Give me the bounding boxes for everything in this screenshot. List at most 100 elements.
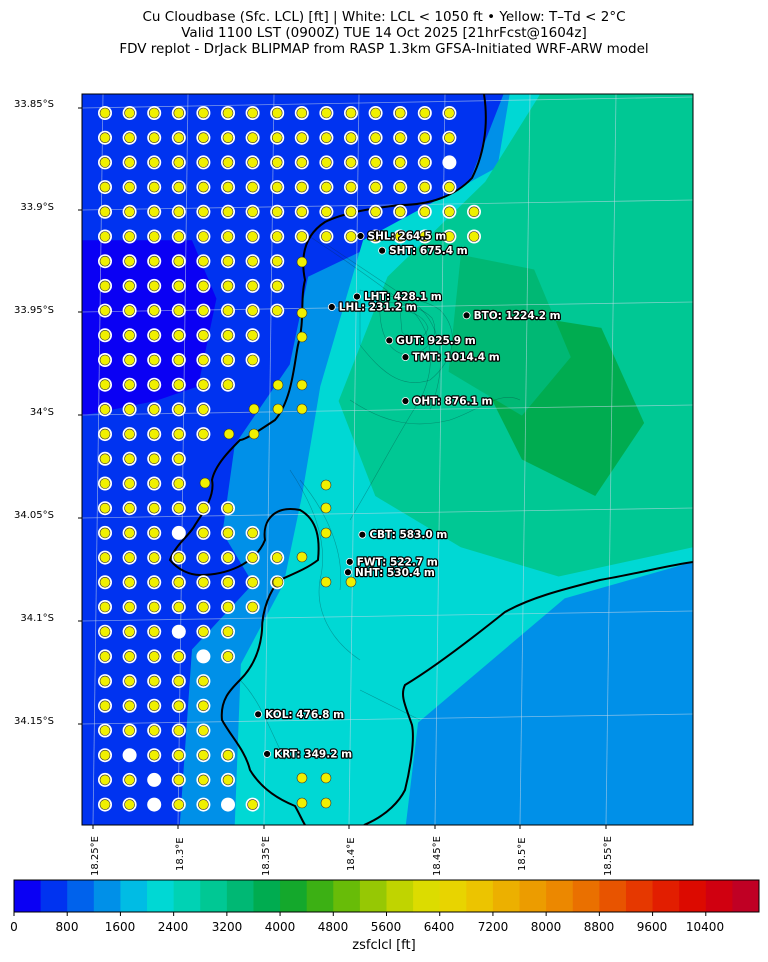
dewpoint-spread-marker bbox=[222, 132, 234, 143]
dewpoint-spread-marker bbox=[173, 379, 185, 391]
dewpoint-spread-marker bbox=[148, 379, 160, 391]
map-plot-area: SHL: 264.5 m SHT: 675.4 m LHT: 428.1 mLHL:… bbox=[82, 94, 693, 825]
dewpoint-spread-marker bbox=[173, 206, 185, 218]
dewpoint-spread-marker bbox=[124, 354, 135, 366]
lon-label: 18.5°E bbox=[517, 837, 528, 871]
dewpoint-spread-marker bbox=[222, 255, 234, 267]
dewpoint-spread-marker bbox=[173, 329, 185, 341]
dewpoint-spread-marker bbox=[247, 601, 258, 613]
dewpoint-spread-marker bbox=[124, 601, 135, 613]
dewpoint-spread-marker bbox=[444, 107, 455, 119]
dewpoint-spread-marker bbox=[321, 107, 332, 119]
colorbar-cell bbox=[599, 880, 627, 912]
dewpoint-spread-marker bbox=[370, 157, 381, 168]
dewpoint-spread-marker bbox=[370, 231, 381, 242]
dewpoint-spread-marker bbox=[173, 576, 185, 588]
dewpoint-spread-marker bbox=[198, 527, 209, 539]
stations-layer: SHL: 264.5 m SHT: 675.4 m LHT: 428.1 mLHL:… bbox=[254, 229, 562, 762]
dewpoint-spread-marker bbox=[394, 107, 406, 119]
lon-label: 18.3°E bbox=[175, 837, 186, 871]
dewpoint-spread-marker bbox=[370, 206, 381, 218]
dewpoint-spread-marker bbox=[124, 651, 135, 662]
dewpoint-spread-marker bbox=[419, 107, 431, 119]
dewpoint-spread-marker bbox=[148, 502, 160, 514]
dewpoint-spread-marker bbox=[124, 478, 135, 489]
colorbar-tick-label: 1600 bbox=[104, 920, 136, 934]
dewpoint-spread-marker bbox=[148, 749, 160, 761]
graticule-lat bbox=[82, 96, 693, 109]
dewpoint-spread-marker bbox=[345, 107, 357, 119]
dewpoint-spread-marker bbox=[222, 626, 234, 638]
dewpoint-spread-marker bbox=[321, 181, 332, 193]
colorbar-cell bbox=[280, 880, 308, 912]
dewpoint-spread-marker bbox=[394, 231, 406, 242]
dewpoint-spread-marker bbox=[99, 379, 111, 391]
dewpoint-spread-marker bbox=[222, 157, 234, 168]
station-tmt-marker bbox=[401, 353, 410, 362]
dewpoint-spread-marker bbox=[394, 206, 406, 218]
dewpoint-spread-marker bbox=[124, 552, 135, 563]
dewpoint-spread-marker bbox=[222, 601, 234, 613]
colorbar-tick-label: 7200 bbox=[477, 920, 509, 934]
dewpoint-spread-marker bbox=[271, 255, 283, 267]
dewpoint-spread-marker bbox=[222, 576, 234, 588]
dewpoint-spread-marker bbox=[248, 428, 260, 440]
dewpoint-spread-marker bbox=[124, 404, 135, 415]
dewpoint-spread-marker bbox=[198, 700, 209, 712]
lcl-low-marker bbox=[147, 772, 162, 787]
dewpoint-spread-marker bbox=[345, 157, 357, 168]
dewpoint-spread-marker bbox=[99, 181, 111, 193]
dewpoint-spread-marker bbox=[173, 502, 185, 514]
dewpoint-spread-marker bbox=[296, 379, 308, 391]
dewpoint-spread-marker bbox=[222, 651, 234, 662]
lcl-low-marker bbox=[171, 624, 186, 639]
dewpoint-spread-marker bbox=[99, 354, 111, 366]
station-kol-label: KOL: 476.8 m bbox=[265, 709, 344, 721]
dewpoint-spread-marker bbox=[173, 305, 185, 316]
dewpoint-spread-marker bbox=[345, 181, 357, 193]
colorbar-tick-label: 2400 bbox=[157, 920, 189, 934]
dewpoint-spread-marker bbox=[468, 231, 480, 242]
colorbar-cell bbox=[67, 880, 95, 912]
dewpoint-spread-marker bbox=[124, 725, 135, 736]
dewpoint-spread-marker bbox=[468, 206, 480, 218]
colorbar-tick-label: 9600 bbox=[636, 920, 668, 934]
lat-label: 34°S bbox=[29, 407, 54, 418]
colorbar-cell bbox=[466, 880, 494, 912]
station-shl-label: SHL: 264.5 m bbox=[368, 231, 447, 243]
dewpoint-spread-marker bbox=[419, 231, 431, 242]
dewpoint-spread-marker bbox=[99, 749, 111, 761]
dewpoint-spread-marker bbox=[99, 576, 111, 588]
dewpoint-spread-marker bbox=[296, 551, 308, 563]
dewpoint-spread-marker bbox=[320, 479, 332, 491]
dewpoint-spread-marker bbox=[222, 280, 234, 292]
dewpoint-spread-marker bbox=[99, 329, 111, 341]
dewpoint-spread-marker bbox=[320, 797, 332, 809]
dewpoint-spread-marker bbox=[124, 107, 135, 119]
dewpoint-spread-marker bbox=[173, 107, 185, 119]
lon-label: 18.25°E bbox=[90, 836, 101, 876]
lon-label: 18.45°E bbox=[432, 836, 443, 876]
dewpoint-spread-marker bbox=[124, 576, 135, 588]
dewpoint-spread-marker bbox=[247, 280, 258, 292]
dewpoint-spread-marker bbox=[444, 206, 455, 218]
graticule-lon bbox=[519, 94, 531, 825]
dewpoint-spread-marker bbox=[198, 255, 209, 267]
dewpoint-spread-marker bbox=[148, 107, 160, 119]
lat-label: 33.9°S bbox=[20, 202, 54, 213]
dewpoint-spread-marker bbox=[320, 772, 332, 784]
dewpoint-spread-marker bbox=[99, 651, 111, 662]
station-krt-label: KRT: 349.2 m bbox=[274, 748, 352, 760]
dewpoint-spread-marker bbox=[394, 132, 406, 143]
dewpoint-spread-marker bbox=[247, 206, 258, 218]
dewpoint-spread-marker bbox=[124, 626, 135, 638]
station-lht-marker bbox=[353, 292, 361, 301]
dewpoint-spread-marker bbox=[222, 354, 234, 366]
station-kol-marker bbox=[254, 710, 263, 719]
dewpoint-spread-marker bbox=[296, 307, 308, 319]
dewpoint-spread-marker bbox=[148, 725, 160, 736]
dewpoint-spread-marker bbox=[173, 601, 185, 613]
lat-label: 34.1°S bbox=[20, 613, 54, 624]
graticule-lon bbox=[605, 94, 617, 825]
dewpoint-spread-marker bbox=[296, 132, 308, 143]
